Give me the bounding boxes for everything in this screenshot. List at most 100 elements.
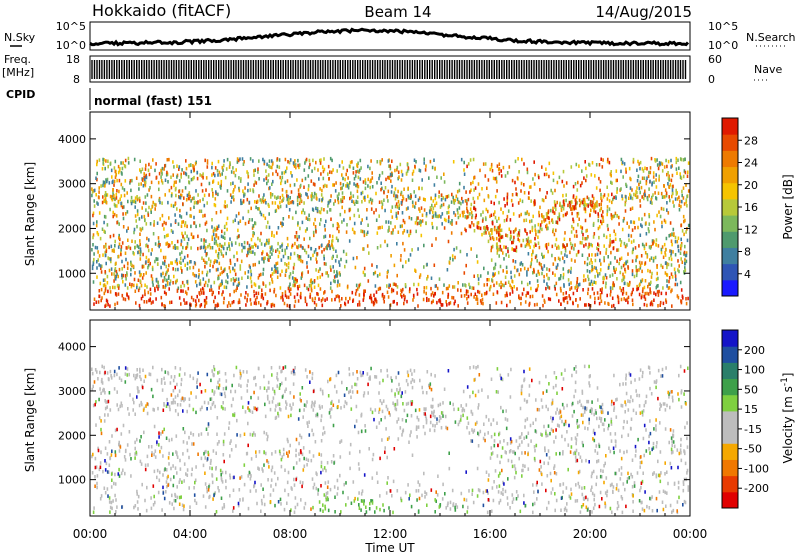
colorbar-cell (722, 427, 738, 444)
colorbar-tick-label: 24 (744, 157, 758, 170)
velocity-colorbar-label-end: ] (781, 373, 795, 378)
colorbar-tick-label: -200 (744, 482, 769, 495)
cpid-value: normal (fast) 151 (94, 94, 212, 108)
freq-left-label-2: [MHz] (2, 66, 34, 79)
x-tick-label: 00:00 (73, 527, 108, 541)
x-axis: 00:00 04:00 08:00 12:00 16:00 20:00 00:00 (73, 112, 708, 541)
colorbar-tick-label: 16 (744, 201, 758, 214)
frequency-trace (91, 60, 687, 79)
colorbar-tick-label: -100 (744, 462, 769, 475)
colorbar-tick-label: 20 (744, 179, 758, 192)
colorbar-cell (722, 198, 738, 216)
cpid-panel: CPID normal (fast) 151 (6, 88, 212, 110)
nave-label: Nave (754, 63, 782, 76)
colorbar-cell (722, 279, 738, 297)
power-data-marks (91, 156, 690, 309)
colorbar-cell (722, 378, 738, 396)
colorbar-tick-label: 100 (744, 364, 765, 377)
x-tick-label: 08:00 (273, 527, 308, 541)
noise-tick-right-top: 10^5 (708, 20, 738, 33)
noise-sky-line (89, 27, 690, 47)
y-tick-label: 1000 (58, 474, 86, 487)
colorbar-tick-label: 15 (744, 403, 758, 416)
velocity-colorbar-cells (722, 330, 738, 509)
velocity-colorbar-ticks: -200 -100 -50 -15 15 50 100 200 (738, 344, 769, 495)
colorbar-tick-label: 8 (744, 246, 751, 259)
colorbar-cell (722, 231, 738, 248)
freq-tick-left-top: 18 (66, 53, 80, 66)
freq-left-label-1: Freq. (4, 53, 31, 66)
velocity-y-ticks: 1000 2000 3000 4000 (58, 341, 690, 487)
noise-panel-frame (89, 21, 691, 51)
colorbar-cell (722, 443, 738, 460)
colorbar-cell (722, 475, 738, 493)
beam-title: Beam 14 (364, 3, 431, 21)
power-colorbar-cells (722, 118, 738, 297)
colorbar-cell (722, 134, 738, 151)
data-cells (91, 364, 690, 515)
velocity-colorbar-frame (721, 329, 739, 509)
power-colorbar: 4 8 12 16 20 24 28 Power [dB] (721, 117, 795, 297)
y-tick-label: 3000 (58, 385, 86, 398)
colorbar-cell (722, 410, 738, 428)
colorbar-cell (722, 459, 738, 477)
colorbar-cell (722, 150, 738, 168)
colorbar-cell (722, 346, 738, 363)
velocity-colorbar-label-main: Velocity [m s (781, 386, 795, 463)
date-title: 14/Aug/2015 (595, 3, 692, 21)
noise-trace (89, 27, 690, 47)
freq-tick-right-top: 60 (708, 53, 722, 66)
velocity-colorbar-label: Velocity [m s-1] (780, 373, 795, 464)
colorbar-cell (722, 215, 738, 232)
freq-panel-frame (89, 55, 691, 83)
velocity-y-axis-label: Slant Range [km] (23, 368, 37, 472)
freq-tick-right-bottom: 0 (708, 73, 715, 86)
power-y-axis-label: Slant Range [km] (23, 162, 37, 266)
power-y-ticks: 1000 2000 3000 4000 (58, 133, 690, 280)
data-cells (92, 156, 690, 291)
colorbar-cell (722, 491, 738, 509)
colorbar-cell (722, 118, 738, 135)
x-tick-label: 04:00 (173, 527, 208, 541)
power-panel: 1000 2000 3000 4000 Slant Range [km] (23, 111, 691, 311)
power-colorbar-label: Power [dB] (781, 174, 795, 239)
noise-panel: N.Sky 10^5 10^0 10^5 10^0 N.Search (4, 20, 796, 52)
velocity-panel: 1000 2000 3000 4000 Slant Range [km] (23, 319, 691, 517)
colorbar-cell (722, 247, 738, 265)
noise-tick-left-bottom: 10^0 (56, 39, 86, 52)
frequency-panel: Freq. [MHz] 18 8 60 0 Nave (2, 53, 782, 86)
cpid-label: CPID (6, 88, 35, 101)
colorbar-cell (722, 263, 738, 281)
velocity-colorbar: -200 -100 -50 -15 15 50 100 200 Velocity [m s-1… (721, 329, 795, 509)
colorbar-tick-label: -50 (744, 443, 762, 456)
y-tick-label: 4000 (58, 133, 86, 146)
colorbar-tick-label: 12 (744, 223, 758, 236)
colorbar-tick-label: 28 (744, 134, 758, 147)
velocity-colorbar-label-sup: -1 (780, 377, 790, 386)
colorbar-cell (722, 182, 738, 200)
y-tick-label: 3000 (58, 178, 86, 191)
y-tick-label: 2000 (58, 429, 86, 442)
x-tick-label: 20:00 (573, 527, 608, 541)
colorbar-tick-label: 50 (744, 383, 758, 396)
colorbar-cell (722, 362, 738, 380)
x-tick-label: 00:00 (673, 527, 708, 541)
noise-right-label: N.Search (746, 31, 796, 44)
x-axis-label: Time UT (364, 541, 415, 554)
y-tick-label: 2000 (58, 222, 86, 235)
station-title: Hokkaido (fitACF) (92, 1, 231, 20)
colorbar-tick-label: -15 (744, 423, 762, 436)
data-cells (92, 157, 690, 308)
velocity-data-marks (91, 364, 690, 515)
colorbar-tick-label: 4 (744, 268, 751, 281)
noise-left-label: N.Sky (4, 31, 36, 44)
noise-tick-right-bottom: 10^0 (708, 39, 738, 52)
noise-tick-left-top: 10^5 (56, 20, 86, 33)
frequency-sweep-lines (91, 60, 687, 79)
freq-tick-left-bottom: 8 (73, 73, 80, 86)
power-colorbar-ticks: 4 8 12 16 20 24 28 (738, 134, 758, 281)
data-cells (106, 366, 684, 513)
x-tick-label: 12:00 (373, 527, 408, 541)
